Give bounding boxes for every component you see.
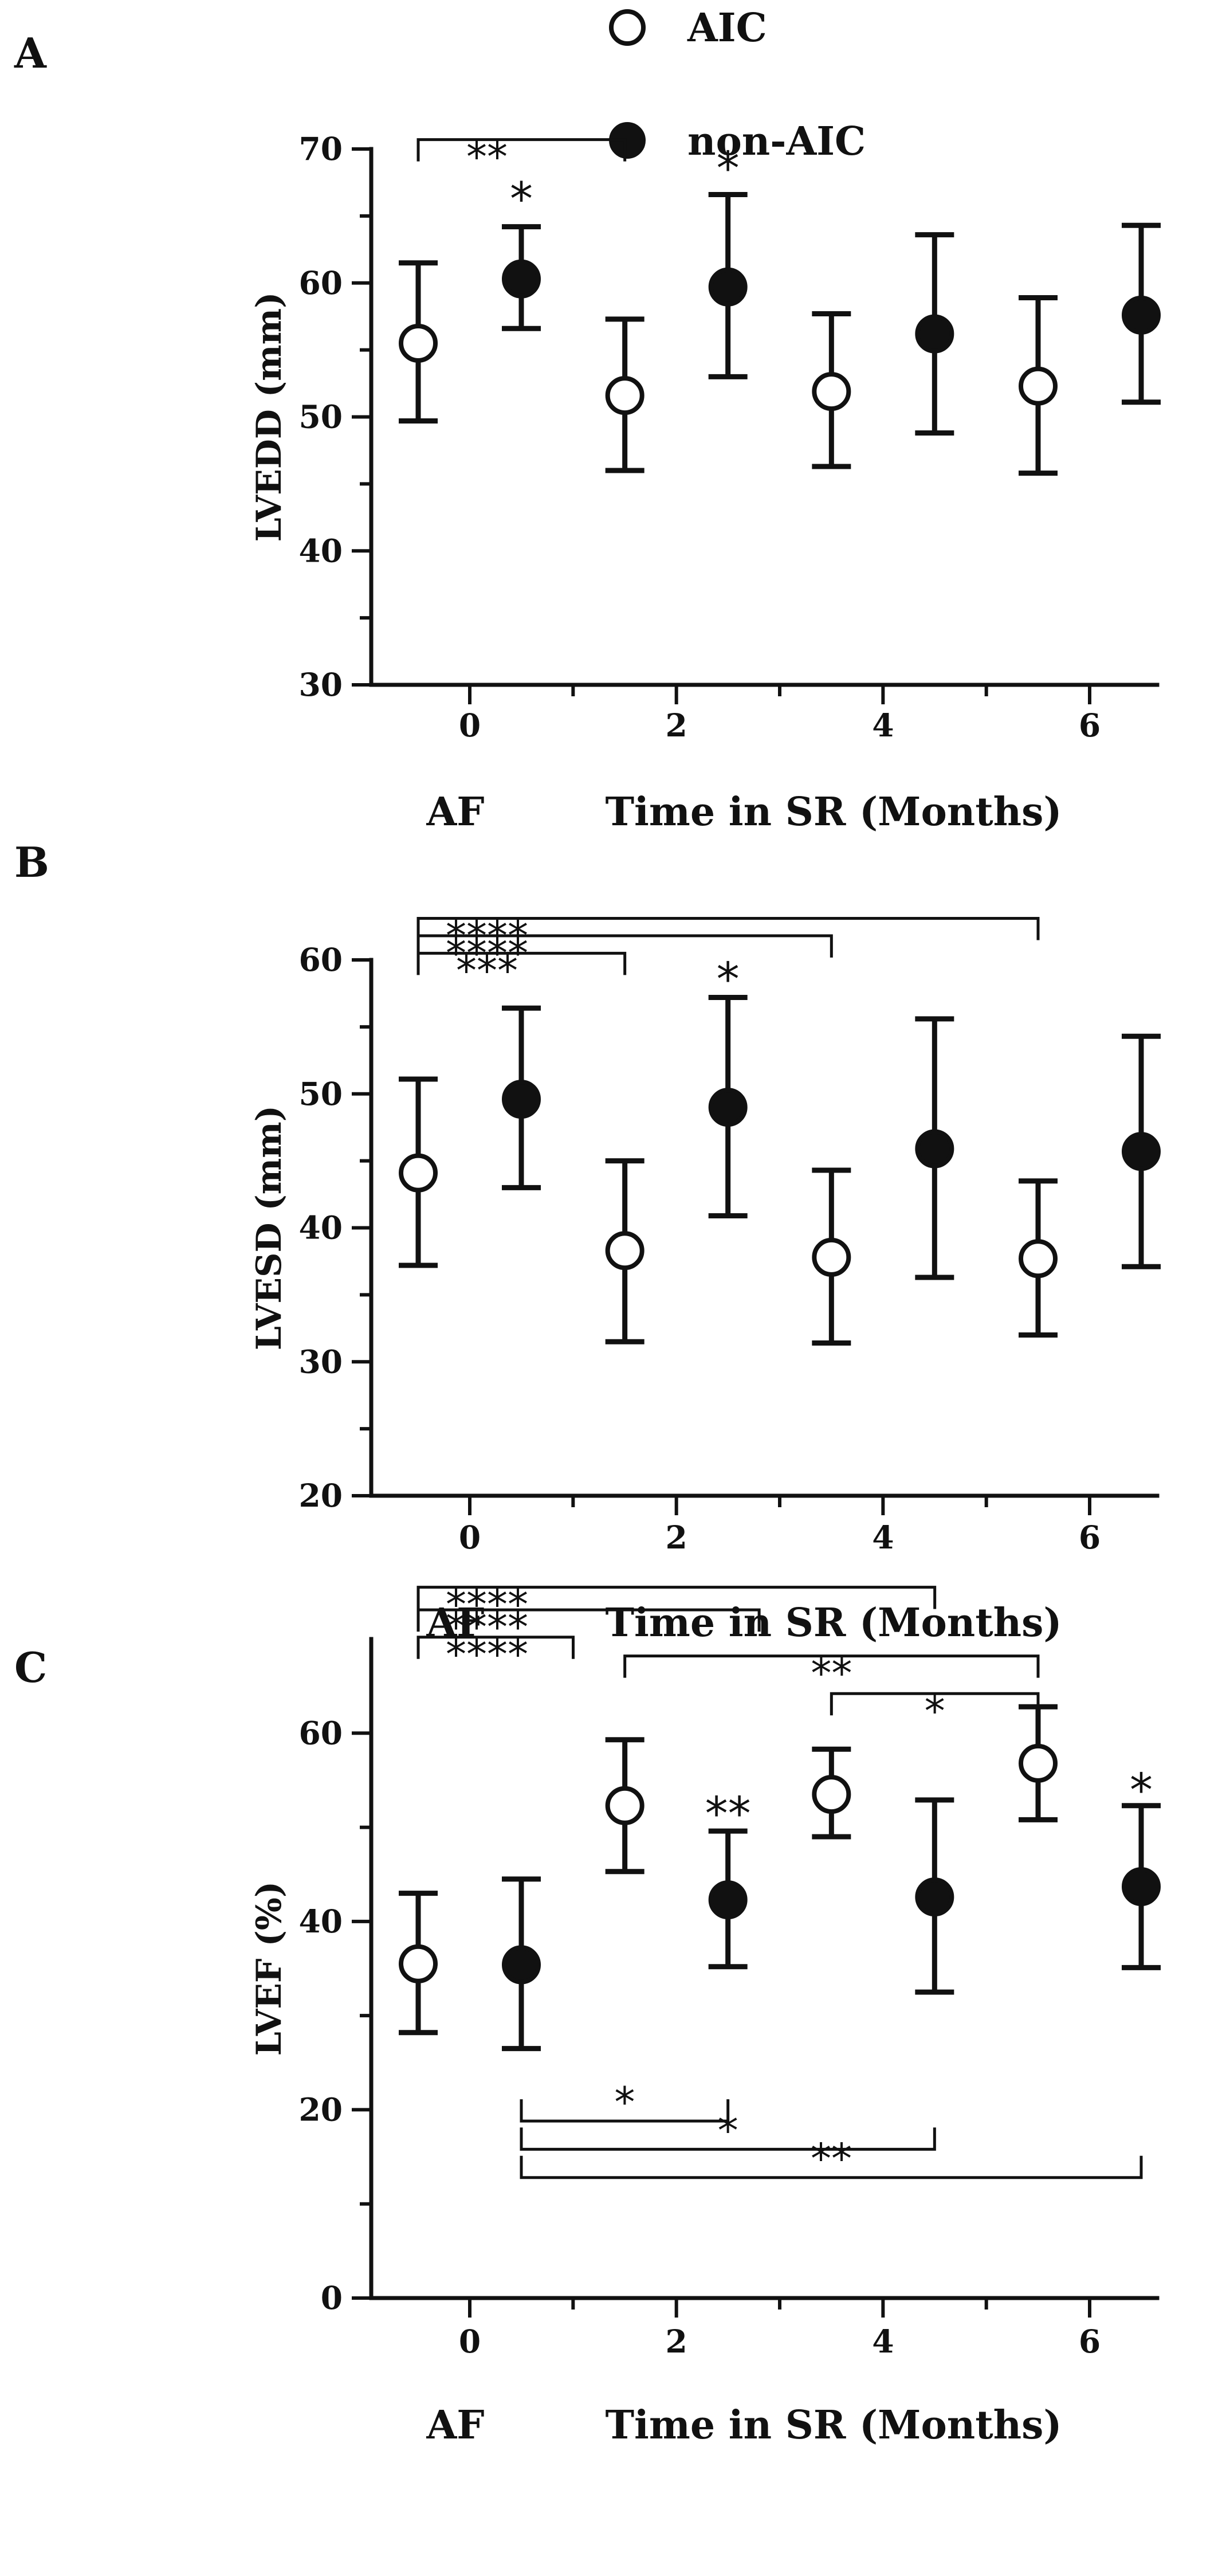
- significance-label: **: [811, 1649, 852, 1697]
- x-axis-label: Time in SR (Months): [605, 1600, 1062, 1646]
- significance-label: ****: [446, 1581, 528, 1629]
- panel-label: B: [14, 838, 49, 887]
- significance-label: ***: [456, 946, 518, 994]
- significance-bracket: [416, 138, 627, 162]
- y-tick-label: 20: [298, 1477, 343, 1514]
- data-point-aic: [1019, 366, 1058, 406]
- data-point-aic: [605, 1231, 645, 1271]
- significance-marker: *: [1130, 1763, 1153, 1817]
- legend: AIC non-AIC: [609, 5, 866, 164]
- data-point-aic: [399, 1944, 438, 1983]
- panel-label: A: [14, 29, 47, 77]
- x-tick-label: 2: [666, 1519, 687, 1556]
- y-tick-label: 0: [321, 2279, 343, 2316]
- x-tick-label: 0: [459, 707, 481, 744]
- data-point-non-aic: [915, 1877, 954, 1917]
- significance-label: *: [614, 2078, 635, 2126]
- data-point-aic: [812, 1775, 851, 1814]
- data-point-aic: [399, 1153, 438, 1193]
- significance-label: ****: [446, 1603, 528, 1651]
- significance-marker: *: [510, 172, 533, 226]
- data-point-aic: [812, 1237, 851, 1277]
- x-tick-label: 4: [872, 1519, 894, 1556]
- y-axis-label: LVESD (mm): [249, 1105, 289, 1350]
- y-tick-label: 30: [298, 1343, 343, 1380]
- significance-bracket: [416, 1608, 761, 1632]
- y-tick-label: 50: [298, 1075, 343, 1112]
- x-tick-label: 2: [666, 707, 687, 744]
- significance-bracket: [520, 2155, 1143, 2179]
- data-point-aic: [1019, 1239, 1058, 1279]
- data-point-non-aic: [708, 1880, 748, 1920]
- data-point-non-aic: [1122, 1867, 1161, 1907]
- significance-bracket: [416, 951, 627, 975]
- data-point-non-aic: [1122, 1132, 1161, 1171]
- data-point-non-aic: [502, 1080, 541, 1119]
- significance-bracket: [416, 1636, 575, 1659]
- y-tick-label: 40: [298, 532, 343, 569]
- data-point-non-aic: [708, 1088, 748, 1127]
- significance-bracket: [520, 2127, 936, 2151]
- panel-a: A 30 40 50 60 70 0 2 4 6 LVEDD (mm) AF Time in SR (M…: [14, 29, 1161, 835]
- y-tick-label: 70: [298, 130, 343, 167]
- x-tick-label: 2: [666, 2323, 687, 2360]
- significance-marker: *: [717, 952, 740, 1006]
- data-point-non-aic: [502, 259, 541, 299]
- x-tick-label: 4: [872, 707, 894, 744]
- significance-bracket: [830, 1692, 1040, 1716]
- y-axis-label: LVEF (%): [249, 1881, 289, 2056]
- significance-bracket: [416, 934, 833, 958]
- significance-label: **: [466, 133, 508, 181]
- significance-label: *: [718, 2106, 738, 2154]
- x-tick-label: 6: [1079, 1519, 1101, 1556]
- data-point-non-aic: [915, 1129, 954, 1169]
- significance-bracket: [623, 1654, 1040, 1678]
- panel-label: C: [14, 1643, 47, 1692]
- y-tick-label: 40: [298, 1903, 343, 1940]
- y-tick-label: 40: [298, 1209, 343, 1246]
- y-tick-label: 50: [298, 398, 343, 436]
- x-tick-label: 0: [459, 1519, 481, 1556]
- significance-bracket: [416, 917, 1040, 940]
- data-point-non-aic: [915, 314, 954, 354]
- y-tick-label: 30: [298, 666, 343, 703]
- legend-label-non-aic: non-AIC: [687, 119, 866, 164]
- y-tick-label: 20: [298, 2091, 343, 2128]
- y-tick-label: 60: [298, 264, 343, 301]
- x-axis-label-af: AF: [426, 2402, 484, 2448]
- data-point-non-aic: [502, 1945, 541, 1985]
- data-point-aic: [812, 372, 851, 411]
- x-tick-label: 6: [1079, 707, 1101, 744]
- x-tick-label: 6: [1079, 2323, 1101, 2360]
- y-tick-label: 60: [298, 941, 343, 978]
- data-point-non-aic: [708, 267, 748, 307]
- legend-marker-aic: [609, 9, 646, 46]
- data-point-aic: [399, 323, 438, 363]
- significance-label: *: [925, 1687, 945, 1735]
- significance-label: ****: [446, 1630, 528, 1679]
- significance-marker: **: [705, 1787, 751, 1841]
- data-point-non-aic: [1122, 295, 1161, 335]
- x-tick-label: 4: [872, 2323, 894, 2360]
- data-point-aic: [605, 376, 645, 415]
- x-axis-label: Time in SR (Months): [605, 2402, 1062, 2448]
- data-point-aic: [1019, 1743, 1058, 1783]
- x-axis-label-af: AF: [426, 789, 484, 835]
- y-tick-label: 60: [298, 1714, 343, 1751]
- legend-label-aic: AIC: [687, 5, 767, 51]
- significance-marker: *: [717, 142, 740, 195]
- x-tick-label: 0: [459, 2323, 481, 2360]
- significance-label: **: [811, 2135, 852, 2183]
- y-axis-label: LVEDD (mm): [249, 292, 289, 542]
- significance-bracket: [520, 2099, 730, 2123]
- panel-c: C 0 20 40 60 0 2 4 6 LVEF (%) AF Time in SR (Months…: [14, 1581, 1161, 2448]
- significance-bracket: [416, 1586, 937, 1609]
- x-axis-label: Time in SR (Months): [605, 789, 1062, 835]
- data-point-aic: [605, 1786, 645, 1825]
